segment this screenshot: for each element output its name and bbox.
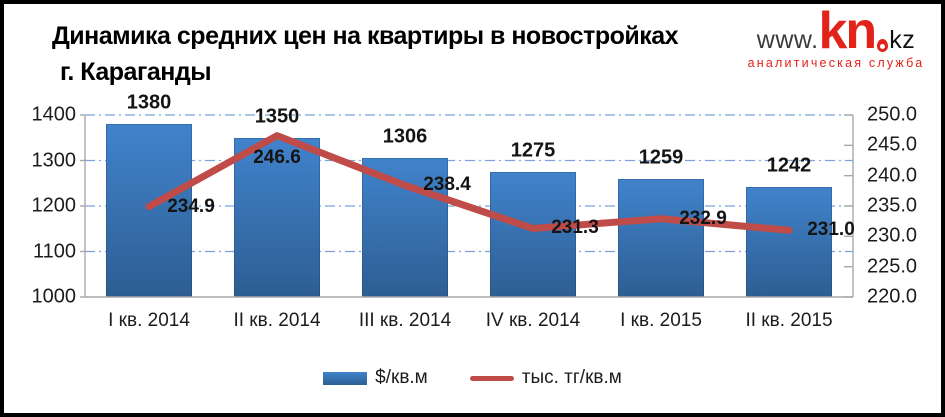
line-data-label: 231.3 xyxy=(551,217,599,239)
logo-kz-text: kz xyxy=(889,26,916,54)
line-data-label: 232.9 xyxy=(679,207,727,229)
line-swatch-icon xyxy=(469,375,514,381)
left-axis-label: 1200 xyxy=(31,194,77,217)
right-axis-label: 250.0 xyxy=(867,103,918,126)
chart-title-line2: г. Караганды xyxy=(60,58,212,86)
logo-subtitle: аналитическая служба xyxy=(747,56,925,70)
x-axis-label: II кв. 2014 xyxy=(233,310,321,331)
bar xyxy=(362,157,448,297)
line-data-label: 238.4 xyxy=(423,174,471,196)
bar-swatch-icon xyxy=(323,371,368,385)
bar xyxy=(490,171,576,297)
line-data-label: 246.6 xyxy=(253,146,301,168)
logo-www-text: www. xyxy=(756,26,819,54)
legend-item-line: тыс. тг/кв.м xyxy=(469,367,622,389)
x-axis-label: I кв. 2015 xyxy=(620,310,702,331)
bar-data-label: 1306 xyxy=(382,125,428,148)
right-axis-label: 230.0 xyxy=(867,224,918,247)
x-axis-label: II кв. 2015 xyxy=(745,310,833,331)
chart-title: Динамика средних цен на квартиры в новос… xyxy=(52,18,679,90)
logo-wordmark: www. kn kz xyxy=(756,2,916,60)
plot-area: 1380 1350 1306 1275 1259 1242 234.9 246.6 238.4 2… xyxy=(4,4,941,413)
line-axes-layer xyxy=(80,114,854,298)
bar-data-label: 1380 xyxy=(126,91,172,114)
left-axis-label: 1000 xyxy=(31,285,77,308)
right-axis-label: 235.0 xyxy=(867,194,918,217)
right-axis-label: 220.0 xyxy=(867,285,918,308)
bar-data-label: 1350 xyxy=(254,105,300,128)
logo-kn-text: kn xyxy=(818,2,878,60)
legend-label: тыс. тг/кв.м xyxy=(521,367,622,388)
line-data-label: 234.9 xyxy=(167,195,215,217)
bar xyxy=(234,137,320,297)
bar xyxy=(106,124,192,297)
bar xyxy=(746,186,832,297)
bar-data-label: 1259 xyxy=(638,146,684,169)
left-axis-label: 1100 xyxy=(32,240,76,262)
bar xyxy=(618,179,704,297)
x-axis-label: I кв. 2014 xyxy=(108,310,190,331)
legend-label: $/кв.м xyxy=(375,367,428,388)
legend: $/кв.м тыс. тг/кв.м xyxy=(4,364,941,392)
left-axis-label: 1300 xyxy=(31,149,77,171)
chart-title-line1: Динамика средних цен на квартиры в новос… xyxy=(52,22,679,50)
legend-item-bar: $/кв.м xyxy=(323,367,428,389)
right-axis-label: 225.0 xyxy=(867,255,918,278)
bar-data-label: 1242 xyxy=(766,154,812,177)
bar-data-label: 1275 xyxy=(510,139,556,162)
x-axis-label: IV кв. 2014 xyxy=(485,310,581,331)
line-data-label: 231.0 xyxy=(807,219,855,241)
right-axis-label: 245.0 xyxy=(867,133,918,156)
left-axis-label: 1400 xyxy=(31,103,77,126)
price-line xyxy=(145,132,793,234)
drop-icon xyxy=(877,39,889,52)
x-axis-label: III кв. 2014 xyxy=(358,310,452,331)
kn-kz-logo: www. kn kz аналитическая служба xyxy=(741,2,931,70)
right-axis-label: 240.0 xyxy=(867,164,918,187)
